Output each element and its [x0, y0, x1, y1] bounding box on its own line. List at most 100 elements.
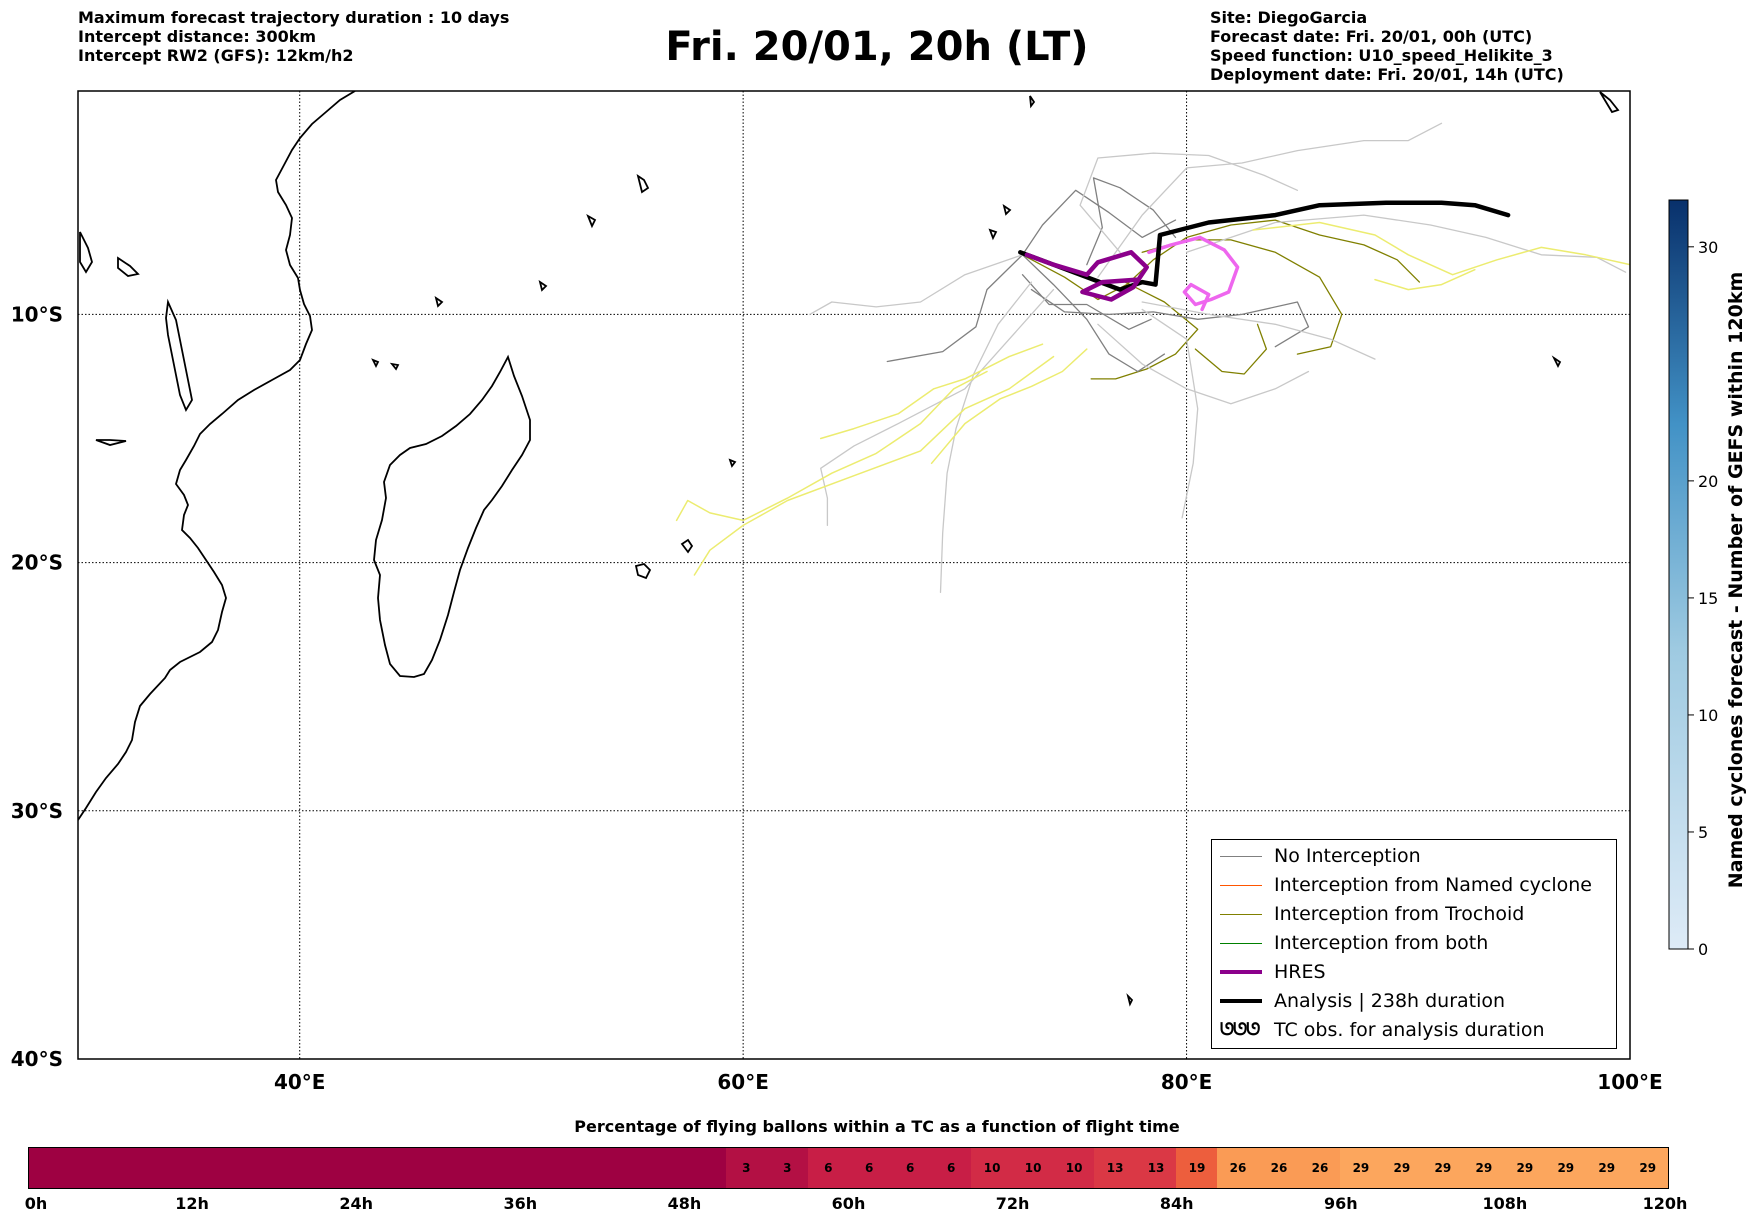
lat-tick-labels: 10°S 20°S 30°S 40°S [11, 302, 63, 1071]
colorbar-label: Named cyclones forecast - Number of GEFS… [1725, 271, 1747, 889]
trajectory-13 [886, 254, 1024, 363]
lake-rukwa [117, 256, 140, 277]
map-frame [77, 90, 1631, 1060]
legend-label-0: No Interception [1274, 845, 1421, 867]
legend-label-2: Interception from Trochoid [1274, 903, 1525, 925]
trajectory-4 [675, 370, 988, 522]
east-island-4 [1029, 95, 1036, 109]
time-label-9: 108h [1482, 1194, 1528, 1213]
legend-label-3: Interception from both [1274, 932, 1489, 954]
trajectory-16 [1030, 288, 1310, 348]
legend-item-hres: HRES [1212, 958, 1616, 986]
trajectory-10 [1090, 278, 1199, 380]
colorbar-ticks: 0 5 10 15 20 30 [1688, 238, 1718, 959]
cargados [728, 458, 737, 468]
pct-cell-13 [561, 1148, 604, 1188]
east-island-1 [1551, 355, 1562, 369]
trajectory-5 [819, 343, 1044, 440]
pct-cell-26: 13 [1094, 1148, 1136, 1188]
header-right-line-1: Site: DiegoGarcia [1210, 8, 1368, 27]
pct-cell-25: 10 [1053, 1148, 1095, 1188]
header-right-line-4: Deployment date: Fri. 20/01, 14h (UTC) [1210, 65, 1564, 84]
comoros-2 [389, 362, 400, 371]
cbar-tick-label-4: 20 [1698, 472, 1718, 491]
lat-tick-3: 40°S [11, 1047, 63, 1071]
header-left-line-1: Maximum forecast trajectory duration : 1… [78, 8, 510, 27]
trajectory-2 [1147, 235, 1240, 312]
time-label-5: 60h [831, 1194, 866, 1213]
pct-cell-31: 26 [1299, 1148, 1341, 1188]
trajectory-19 [809, 254, 1024, 316]
legend-label-6: TC obs. for analysis duration [1274, 1019, 1545, 1041]
pct-cell-29: 26 [1217, 1148, 1259, 1188]
header-left: Maximum forecast trajectory duration : 1… [78, 8, 509, 65]
lat-tick-2: 30°S [11, 799, 63, 823]
pct-cell-32: 29 [1340, 1148, 1382, 1188]
legend-swatch-3 [1220, 943, 1262, 944]
legend-swatch-5 [1220, 999, 1262, 1003]
lon-tick-2: 80°E [1161, 1070, 1213, 1094]
trajectory-22 [1097, 323, 1310, 405]
trajectory-14 [1021, 254, 1166, 373]
trajectory-6 [930, 348, 1088, 465]
lat-tick-0: 10°S [11, 302, 63, 326]
trajectory-0 [1018, 200, 1511, 292]
pct-cell-9 [397, 1148, 440, 1188]
legend-item-both: Interception from both [1212, 929, 1616, 957]
legend: No Interception Interception from Named … [1211, 839, 1617, 1049]
header-left-line-3: Intercept RW2 (GFS): 12km/h2 [78, 46, 354, 65]
cbar-tick-label-1: 5 [1698, 823, 1708, 842]
trajectory-12 [1194, 323, 1268, 375]
time-label-0: 0h [24, 1194, 48, 1213]
lon-tick-labels: 40°E 60°E 80°E 100°E [274, 1070, 1663, 1094]
trajectory-24 [1097, 122, 1443, 278]
lake-tanganyika [79, 231, 93, 274]
pct-cell-28: 19 [1176, 1148, 1218, 1188]
legend-item-named-cyclone: Interception from Named cyclone [1212, 871, 1616, 899]
trajectory-18 [1086, 177, 1177, 266]
pct-cell-37: 29 [1545, 1148, 1587, 1188]
legend-item-tc-obs: ᘎᘎᘎ TC obs. for analysis duration [1212, 1016, 1616, 1044]
legend-swatch-0 [1220, 856, 1262, 857]
time-label-6: 72h [995, 1194, 1030, 1213]
header-right: Site: DiegoGarcia Forecast date: Fri. 20… [1210, 8, 1564, 84]
time-label-10: 120h [1642, 1194, 1688, 1213]
pct-cell-1 [69, 1148, 112, 1188]
pct-cell-24: 10 [1012, 1148, 1054, 1188]
reunion [680, 538, 694, 554]
legend-label-5: Analysis | 238h duration [1274, 990, 1506, 1012]
trajectory-17 [1021, 274, 1152, 330]
pct-bar: 3 3 6 6 6 6 10 10 10 13 13 19 26 26 26 29 29 29 29 29 29 29 29 [28, 1147, 1669, 1189]
trajectory-27 [1141, 301, 1376, 360]
trajectory-15 [1021, 189, 1177, 256]
legend-swatch-4 [1220, 970, 1262, 974]
pct-cell-11 [479, 1148, 522, 1188]
pct-bar-title: Percentage of flying ballons within a TC… [574, 1117, 1180, 1136]
chart-title: Fri. 20/01, 20h (LT) [665, 24, 1089, 70]
pct-cell-2 [110, 1148, 153, 1188]
pct-cell-38: 29 [1586, 1148, 1628, 1188]
chagos-1 [1002, 203, 1012, 216]
mauritius [634, 563, 652, 580]
trajectory-25 [1079, 152, 1299, 253]
madagascar-coast [373, 354, 531, 678]
islands-amirante [434, 295, 444, 308]
lake-malawi [165, 298, 193, 413]
legend-item-no-interception: No Interception [1212, 842, 1616, 870]
pct-cell-18: 3 [766, 1148, 809, 1188]
cbar-tick-label-0: 0 [1698, 940, 1708, 959]
pct-cell-36: 29 [1504, 1148, 1546, 1188]
seychelles-1 [636, 173, 650, 194]
trajectory-23 [1141, 308, 1199, 519]
chagos-2 [988, 228, 998, 241]
colorbar [1668, 199, 1689, 950]
pct-cell-20: 6 [848, 1148, 890, 1188]
pct-cell-3 [151, 1148, 194, 1188]
pct-cell-5 [233, 1148, 276, 1188]
pct-cell-16 [684, 1148, 727, 1188]
time-label-4: 48h [667, 1194, 702, 1213]
legend-swatch-1 [1220, 885, 1262, 886]
pct-cell-21: 6 [889, 1148, 931, 1188]
mayotte [538, 279, 548, 292]
header-right-line-2: Forecast date: Fri. 20/01, 00h (UTC) [1210, 27, 1533, 46]
